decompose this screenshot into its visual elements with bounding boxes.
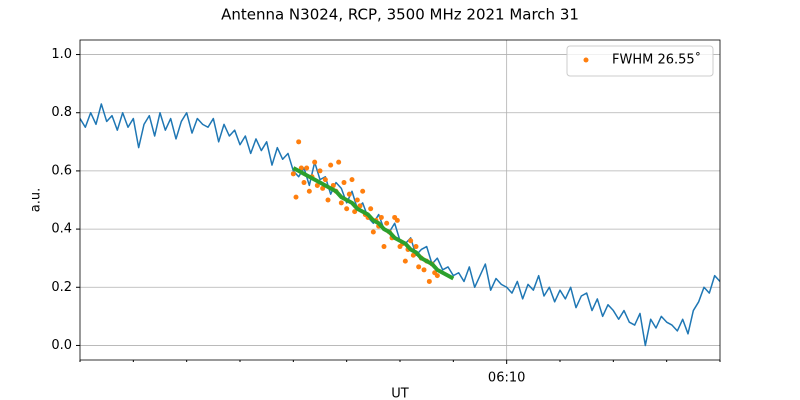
data-point <box>416 264 422 270</box>
data-point <box>384 220 390 226</box>
data-point <box>352 209 358 215</box>
data-point <box>293 194 299 200</box>
x-tick-label: 06:10 <box>488 371 525 386</box>
data-line <box>292 166 455 281</box>
data-point <box>354 197 360 203</box>
y-tick-label: 1.0 <box>51 47 72 62</box>
data-point <box>306 188 312 194</box>
x-axis-label: UT <box>391 387 409 400</box>
legend-marker <box>583 57 589 63</box>
data-point <box>368 206 374 212</box>
data-point <box>349 177 355 183</box>
y-tick-label: 0.4 <box>51 222 72 237</box>
data-point <box>304 165 310 171</box>
legend-label: FWHM 26.55˚ <box>612 52 701 68</box>
data-point <box>338 200 344 206</box>
y-tick-label: 0.8 <box>51 105 72 120</box>
data-point <box>378 214 384 220</box>
data-point <box>320 185 326 191</box>
data-point <box>370 229 376 235</box>
data-point <box>402 258 408 264</box>
data-point <box>434 273 440 279</box>
y-tick-label: 0.2 <box>51 280 72 295</box>
data-point <box>296 139 302 145</box>
data-point <box>421 267 427 273</box>
data-point <box>325 197 331 203</box>
data-point <box>312 159 318 165</box>
data-point <box>298 165 304 171</box>
data-point <box>410 252 416 258</box>
data-point <box>381 244 387 250</box>
data-point <box>336 159 342 165</box>
data-point <box>360 188 366 194</box>
data-point <box>322 177 328 183</box>
plot-frame <box>79 39 721 361</box>
data-point <box>426 278 432 284</box>
data-line <box>80 103 720 347</box>
data-point <box>344 206 350 212</box>
y-axis-label: a.u. <box>29 188 44 212</box>
data-point <box>346 191 352 197</box>
data-point <box>357 203 363 209</box>
y-tick-label: 0.0 <box>51 338 72 353</box>
data-point <box>341 180 347 186</box>
data-point <box>290 171 296 177</box>
data-point <box>413 244 419 250</box>
data-point <box>394 217 400 223</box>
legend-box <box>566 45 714 77</box>
data-point <box>328 162 334 168</box>
data-point <box>317 168 323 174</box>
data-point <box>301 180 307 186</box>
data-point <box>408 238 414 244</box>
data-point <box>330 182 336 188</box>
data-point <box>314 182 320 188</box>
chart-title: Antenna N3024, RCP, 3500 MHz 2021 March … <box>221 6 579 24</box>
y-tick-label: 0.6 <box>51 163 72 178</box>
